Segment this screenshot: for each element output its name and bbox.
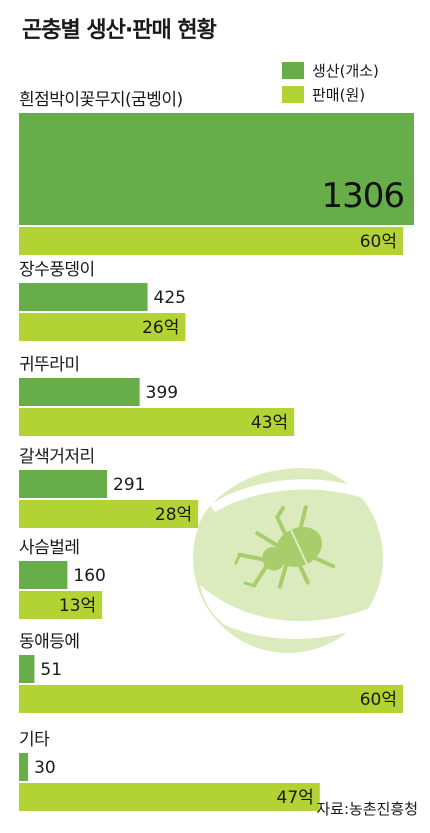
beetle-icon [234, 505, 336, 589]
sales-bar [19, 227, 403, 255]
production-value-label: 1306 [321, 176, 404, 216]
category-group-0: 흰점박이꽃무지(굼벵이) 1306 60억 [19, 90, 414, 255]
category-label: 사슴벌레 [19, 538, 80, 558]
legend-item-production: 생산(개소) [282, 58, 379, 82]
category-group-2: 귀뚜라미 399 43억 [19, 355, 295, 436]
production-value-label: 160 [73, 566, 105, 586]
legend-swatch-production [282, 61, 304, 79]
sales-value-label: 60억 [360, 232, 397, 252]
legend: 생산(개소) 판매(원) [282, 58, 379, 106]
production-bar [19, 561, 68, 589]
sales-value-label: 26억 [142, 318, 179, 338]
production-value-label: 425 [154, 288, 186, 308]
sales-bar [19, 591, 103, 619]
chart-title: 곤충별 생산·판매 현황 [22, 18, 217, 43]
category-label: 동애등에 [19, 632, 80, 652]
sales-value-label: 43억 [251, 413, 288, 433]
production-bar [19, 378, 140, 406]
category-group-6: 기타 30 47억 [19, 730, 320, 811]
top-hand-finger [210, 479, 372, 512]
sales-bar [19, 408, 295, 436]
sales-bar [19, 783, 320, 811]
top-hand-shape [200, 456, 400, 520]
legend-swatch-sales [282, 85, 304, 103]
sales-bar [19, 313, 186, 341]
production-value-label: 399 [146, 383, 178, 403]
category-label: 장수풍뎅이 [19, 260, 95, 280]
category-group-3: 갈색거저리 291 28억 [19, 447, 199, 528]
production-bar [19, 283, 148, 311]
legend-label-sales: 판매(원) [312, 85, 366, 104]
bars-group: 흰점박이꽃무지(굼벵이)130660억장수풍뎅이42526억귀뚜라미39943억… [19, 90, 414, 811]
sales-value-label: 28억 [155, 505, 192, 525]
source-note: 자료:농촌진흥청 [316, 800, 418, 818]
bottom-hand-shape [200, 585, 400, 639]
sales-bar [19, 685, 403, 713]
production-value-label: 51 [40, 660, 62, 680]
category-label: 귀뚜라미 [19, 355, 80, 375]
category-label: 갈색거저리 [19, 447, 95, 467]
beetle-in-hands-icon [193, 456, 400, 653]
category-label: 기타 [19, 730, 50, 750]
category-group-1: 장수풍뎅이 425 26억 [19, 260, 186, 341]
category-label: 흰점박이꽃무지(굼벵이) [19, 90, 183, 110]
production-bar [19, 753, 29, 781]
legend-item-sales: 판매(원) [282, 82, 379, 106]
legend-label-production: 생산(개소) [312, 61, 379, 80]
sales-value-label: 47억 [277, 788, 314, 808]
category-group-5: 동애등에 51 60억 [19, 632, 403, 713]
category-group-4: 사슴벌레 160 13억 [19, 538, 106, 619]
production-bar [19, 470, 108, 498]
production-bar [19, 655, 35, 683]
production-bar [19, 113, 414, 225]
sales-value-label: 13억 [59, 596, 96, 616]
sales-bar [19, 500, 199, 528]
production-value-label: 291 [113, 475, 145, 495]
sales-value-label: 60억 [360, 690, 397, 710]
production-value-label: 30 [34, 758, 56, 778]
